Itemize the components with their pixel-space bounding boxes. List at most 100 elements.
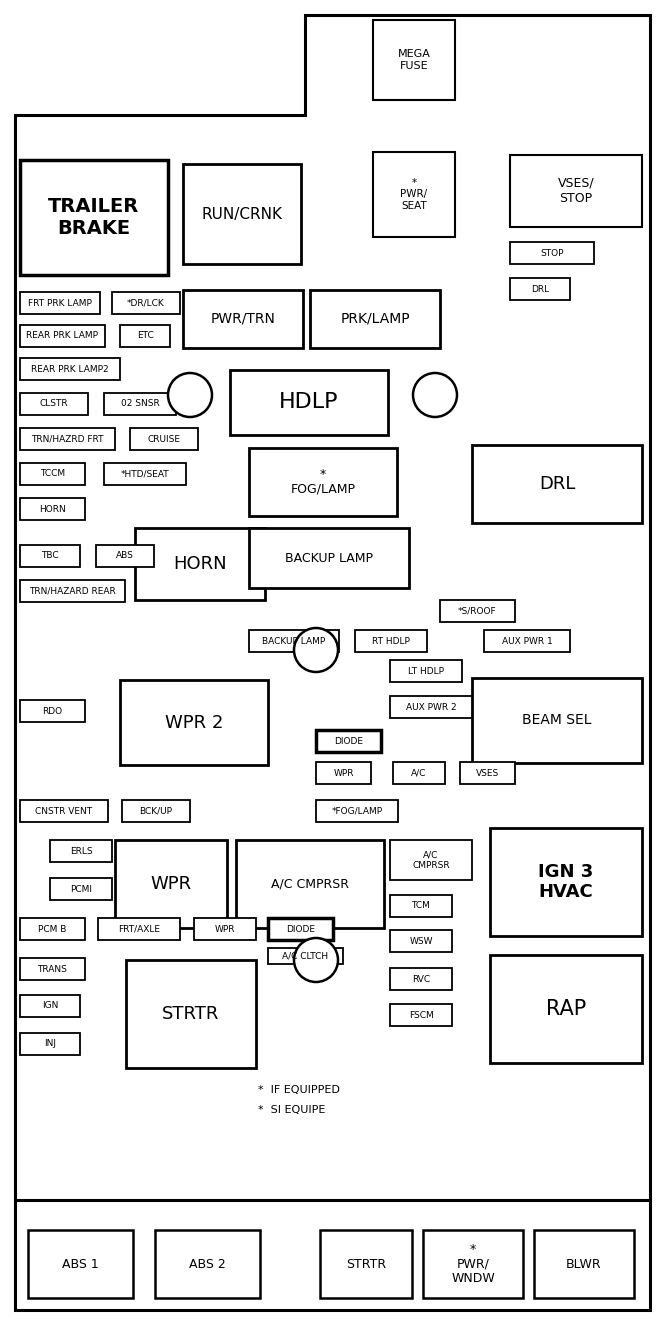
Text: TCM: TCM <box>411 902 430 911</box>
Bar <box>20 160 168 275</box>
Bar <box>20 428 115 450</box>
Bar <box>20 995 80 1017</box>
Bar <box>390 660 462 682</box>
Text: BACKUP LAMP: BACKUP LAMP <box>285 552 373 564</box>
Bar <box>155 1230 260 1298</box>
Text: MEGA
FUSE: MEGA FUSE <box>397 49 430 70</box>
Text: *
PWR/
SEAT: * PWR/ SEAT <box>401 178 427 211</box>
Bar <box>472 678 642 763</box>
Bar <box>249 630 339 652</box>
Text: ABS 2: ABS 2 <box>189 1257 226 1270</box>
Bar <box>268 948 343 964</box>
Bar <box>50 878 112 900</box>
Bar <box>390 968 452 990</box>
Bar <box>20 325 105 347</box>
Bar <box>390 1004 452 1025</box>
Text: VSES/
STOP: VSES/ STOP <box>557 177 594 205</box>
Text: DIODE: DIODE <box>286 924 315 934</box>
Bar <box>20 700 85 722</box>
Bar <box>316 762 371 783</box>
Text: VSES: VSES <box>476 769 499 778</box>
Bar <box>390 895 452 916</box>
Bar <box>460 762 515 783</box>
Bar <box>120 325 170 347</box>
Bar <box>126 960 256 1068</box>
Bar <box>510 278 570 301</box>
Bar <box>20 358 120 380</box>
Bar <box>490 955 642 1063</box>
Text: AUX PWR 2: AUX PWR 2 <box>406 702 456 712</box>
Bar <box>236 841 384 928</box>
Text: DIODE: DIODE <box>334 737 363 746</box>
Text: INJ: INJ <box>44 1040 56 1048</box>
Bar <box>423 1230 523 1298</box>
Text: HDLP: HDLP <box>279 392 339 412</box>
Bar <box>390 930 452 952</box>
Text: RAP: RAP <box>546 999 586 1019</box>
Text: STRTR: STRTR <box>162 1005 220 1023</box>
Bar <box>472 446 642 523</box>
Bar <box>20 463 85 485</box>
Text: STOP: STOP <box>540 249 563 258</box>
Text: *FOG/LAMP: *FOG/LAMP <box>332 806 383 815</box>
Text: BACKUP LAMP: BACKUP LAMP <box>263 637 326 645</box>
Bar <box>28 1230 133 1298</box>
Text: *
FOG/LAMP: * FOG/LAMP <box>291 468 356 496</box>
Bar <box>98 918 180 940</box>
Bar <box>316 801 398 822</box>
Text: PCMI: PCMI <box>70 884 92 894</box>
Bar <box>20 545 80 567</box>
Bar <box>20 392 88 415</box>
Text: A/C: A/C <box>411 769 427 778</box>
Text: A/C
CMPRSR: A/C CMPRSR <box>412 850 450 870</box>
Text: RVC: RVC <box>412 975 430 983</box>
Bar <box>316 730 381 751</box>
Text: A/C CMPRSR: A/C CMPRSR <box>271 878 349 891</box>
Text: STRTR: STRTR <box>346 1257 386 1270</box>
Text: WPR: WPR <box>333 769 354 778</box>
Text: PRK/LAMP: PRK/LAMP <box>340 313 410 326</box>
Text: HORN: HORN <box>173 555 227 573</box>
Text: RT HDLP: RT HDLP <box>372 637 410 645</box>
Text: *DR/LCK: *DR/LCK <box>127 298 165 307</box>
Text: *  IF EQUIPPED: * IF EQUIPPED <box>258 1085 340 1095</box>
Bar <box>50 841 112 862</box>
Text: REAR PRK LAMP2: REAR PRK LAMP2 <box>31 364 109 374</box>
Text: CNSTR VENT: CNSTR VENT <box>36 806 92 815</box>
Bar <box>20 497 85 520</box>
Bar <box>490 829 642 936</box>
Text: RUN/CRNK: RUN/CRNK <box>202 206 283 222</box>
Text: ABS: ABS <box>116 552 134 560</box>
Bar <box>249 448 397 516</box>
Bar <box>268 918 333 940</box>
Bar <box>510 156 642 227</box>
Bar <box>130 428 198 450</box>
Text: AUX PWR 1: AUX PWR 1 <box>502 637 552 645</box>
Text: TCCM: TCCM <box>40 469 65 479</box>
Text: WPR: WPR <box>151 875 192 892</box>
Bar <box>104 463 186 485</box>
Text: DRL: DRL <box>539 475 575 493</box>
Text: CLSTR: CLSTR <box>40 399 68 408</box>
Text: PWR/TRN: PWR/TRN <box>210 313 275 326</box>
Circle shape <box>168 372 212 418</box>
Text: IGN 3
HVAC: IGN 3 HVAC <box>539 863 594 902</box>
Polygon shape <box>15 15 650 1310</box>
Text: ETC: ETC <box>137 331 153 340</box>
Bar <box>230 370 388 435</box>
Bar <box>120 680 268 765</box>
Bar <box>115 841 227 928</box>
Bar <box>534 1230 634 1298</box>
Text: PCM B: PCM B <box>38 924 67 934</box>
Text: TRN/HAZARD REAR: TRN/HAZARD REAR <box>29 587 116 596</box>
Text: IGN: IGN <box>42 1001 58 1011</box>
Text: *HTD/SEAT: *HTD/SEAT <box>121 469 170 479</box>
Text: *S/ROOF: *S/ROOF <box>458 606 497 616</box>
Bar <box>20 1033 80 1055</box>
Text: WSW: WSW <box>409 936 433 946</box>
Bar <box>122 801 190 822</box>
Bar <box>373 20 455 100</box>
Bar <box>320 1230 412 1298</box>
Text: FSCM: FSCM <box>409 1011 433 1020</box>
Bar <box>310 290 440 348</box>
